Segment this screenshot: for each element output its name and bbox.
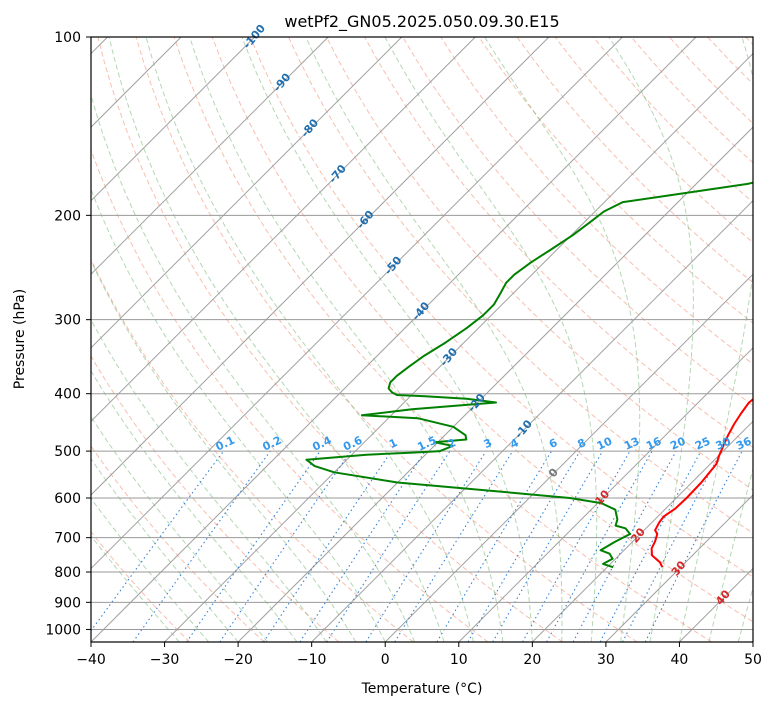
isotherm-line xyxy=(91,37,329,275)
x-tick-label: 10 xyxy=(450,652,468,668)
moist-adiabat-line xyxy=(108,37,445,642)
isotherm-line xyxy=(91,37,697,642)
mixing-ratio-line xyxy=(467,450,581,642)
x-tick-label: −40 xyxy=(76,652,106,668)
moist-adiabat-line xyxy=(737,585,753,642)
mixing-ratio-line xyxy=(572,450,677,642)
dry-adiabat-line xyxy=(91,355,340,642)
dry-adiabat-line xyxy=(91,445,265,642)
moist-adiabat-line xyxy=(384,37,598,642)
y-tick-label: 400 xyxy=(54,387,81,403)
isotherm-line xyxy=(237,126,753,642)
isotherm-line xyxy=(384,273,753,642)
y-tick-label: 600 xyxy=(54,491,81,507)
x-tick-label: 30 xyxy=(597,652,615,668)
x-tick-label: 20 xyxy=(523,652,541,668)
x-tick-label: −10 xyxy=(297,652,327,668)
moist-adiabat-line xyxy=(241,37,533,642)
mixing-ratio-label: 20 xyxy=(668,434,688,452)
x-tick-label: −30 xyxy=(150,652,180,668)
mixing-ratio-label: 10 xyxy=(595,434,615,452)
mixing-ratio-line xyxy=(186,450,321,642)
pressure-gridlines xyxy=(91,37,753,630)
isotherm-line xyxy=(91,37,623,570)
moist-adiabat-line xyxy=(678,37,753,642)
moist-adiabat-line xyxy=(91,318,327,642)
mixing-ratio-line xyxy=(546,450,653,642)
isotherm-line xyxy=(458,347,753,642)
mixing-ratio-label: 25 xyxy=(693,435,712,453)
y-tick-label: 500 xyxy=(54,444,81,460)
mixing-ratio-label: 13 xyxy=(622,435,641,453)
moist-adiabat-line xyxy=(91,415,268,642)
moist-adiabat-line xyxy=(608,37,694,642)
x-axis-label: Temperature (°C) xyxy=(361,681,483,697)
mixing-ratio-line xyxy=(599,450,702,642)
y-tick-label: 800 xyxy=(54,565,81,581)
isotherm-line xyxy=(164,52,753,642)
y-tick-label: 700 xyxy=(54,531,81,547)
dry-adiabat-line xyxy=(135,37,638,642)
moist-adiabat-line xyxy=(91,188,386,642)
mixing-ratio-line xyxy=(644,450,743,642)
mixing-ratio-line xyxy=(132,450,271,642)
mixing-ratio-line xyxy=(522,450,631,642)
plot-frame xyxy=(90,36,754,643)
temperature-profile-line xyxy=(650,398,753,568)
mixing-ratio-line xyxy=(263,450,392,642)
dry-adiabat-line xyxy=(516,37,753,284)
x-axis: −40 −30 −20 −10 0 10 20 30 40 50 xyxy=(76,642,762,668)
chart-title: wetPf2_GN05.2025.050.09.30.E15 xyxy=(284,12,559,32)
y-axis: 100 200 300 400 500 600 700 800 900 1000 xyxy=(45,30,91,638)
mixing-ratio-label: 30 xyxy=(714,434,734,452)
isotherm-line xyxy=(752,641,753,642)
dry-adiabat-line xyxy=(91,148,489,642)
y-tick-label: 1000 xyxy=(45,622,81,638)
dry-adiabat-line xyxy=(478,37,753,324)
isotherm-line xyxy=(91,37,403,349)
mixing-ratio-label: 36 xyxy=(734,434,754,452)
moist-adiabat-line xyxy=(91,259,357,642)
isotherm-line xyxy=(91,37,256,202)
mixing-ratio-line xyxy=(492,450,604,642)
y-axis-label: Pressure (hPa) xyxy=(12,289,28,389)
plot-background xyxy=(91,37,753,642)
isotherm-line xyxy=(605,494,753,642)
profiles xyxy=(305,181,753,569)
moist-adiabat-line xyxy=(484,37,641,642)
mixing-ratio-label: 16 xyxy=(644,434,664,452)
moist-adiabat-line xyxy=(145,37,474,642)
mixing-ratio-line xyxy=(91,450,224,632)
dry-adiabat-line xyxy=(91,531,191,642)
x-tick-label: −20 xyxy=(223,652,253,668)
mixing-ratio-line xyxy=(436,450,552,642)
y-tick-label: 100 xyxy=(54,30,81,46)
x-tick-label: 0 xyxy=(381,652,390,668)
y-tick-label: 900 xyxy=(54,595,81,611)
mixing-ratio-line xyxy=(299,450,426,642)
dry-adiabat-line xyxy=(211,37,753,623)
isotherm-line xyxy=(91,37,476,423)
isotherm-line xyxy=(531,420,753,642)
y-tick-label: 200 xyxy=(54,208,81,224)
dry-adiabat-line xyxy=(402,37,753,407)
mixing-ratio-line xyxy=(622,450,722,642)
isotherm-line xyxy=(91,37,550,496)
isotherm-line xyxy=(311,199,753,642)
dewpoint-profile-line xyxy=(305,181,753,569)
mixing-ratio-line xyxy=(326,450,451,642)
y-tick-label: 300 xyxy=(54,313,81,329)
dry-adiabat-line xyxy=(249,37,753,578)
dry-adiabat-line xyxy=(326,37,753,491)
x-tick-label: 50 xyxy=(744,652,762,668)
dry-adiabat-line xyxy=(97,37,563,642)
moist-adiabat-line xyxy=(91,457,239,642)
x-tick-label: 40 xyxy=(671,652,689,668)
moist-adiabat-line xyxy=(305,37,563,642)
moist-adiabat-line xyxy=(708,467,753,642)
